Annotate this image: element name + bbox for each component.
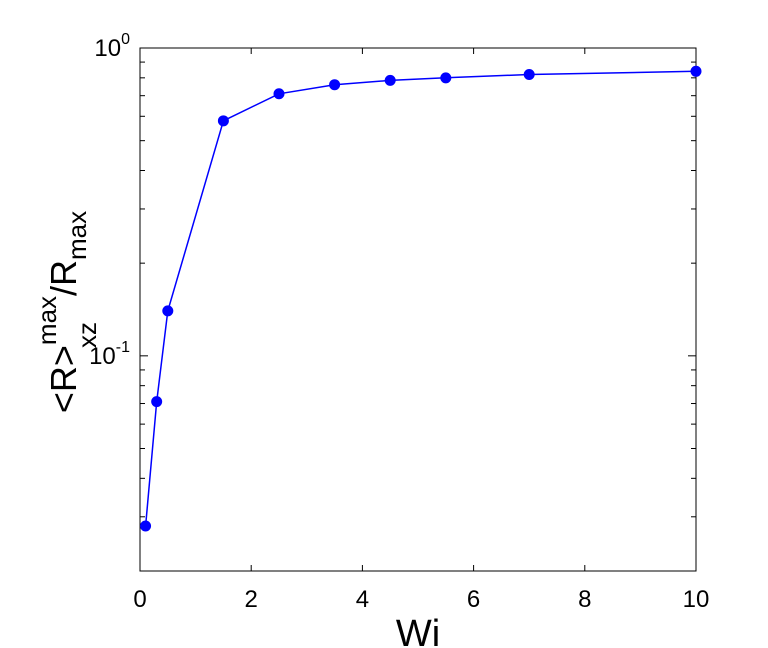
x-tick-label: 4 [356,586,369,613]
series-line [144,70,697,527]
y-axis-title-subscript: xz [72,322,102,348]
data-point [151,396,163,408]
data-point [523,69,535,81]
x-axis-title: Wi [396,613,440,648]
y-tick-label: 100 [94,31,130,62]
tick-labels: 0 2 4 6 8 10 100 10-1 [89,31,709,613]
y-axis-title-main: <R> [43,345,84,413]
x-tick-label: 6 [467,586,480,613]
y-axis-title: <R>max xz/Rmax [32,211,102,413]
y-axis-title-divider: /R [43,260,84,296]
ticks [139,47,697,572]
data-point [690,65,702,77]
plot-area [139,47,697,572]
data-point [162,305,174,317]
x-tick-label: 2 [245,586,258,613]
data-point [217,115,229,127]
y-axis-title-divider-subscript: max [62,211,92,260]
data-point [329,79,341,91]
data-point [440,72,452,84]
x-tick-label: 8 [578,586,591,613]
x-tick-label: 10 [683,586,710,613]
data-point [273,88,285,100]
y-tick-label: 10-1 [89,339,130,370]
data-point [384,74,396,86]
y-axis-title-superscript: max [32,296,62,345]
series-group [140,65,702,532]
data-point [140,520,152,532]
x-tick-label: 0 [133,586,146,613]
